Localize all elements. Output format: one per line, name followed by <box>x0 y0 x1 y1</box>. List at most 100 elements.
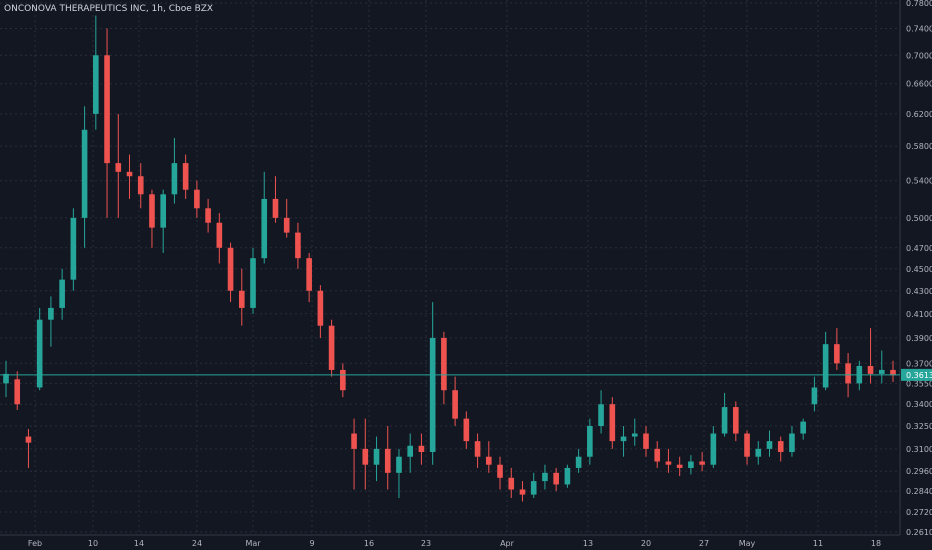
y-tick-label: 0.7800 <box>906 0 932 8</box>
candle-body <box>396 456 402 473</box>
y-tick-label: 0.7400 <box>906 24 932 33</box>
candle-body <box>70 217 77 280</box>
candle-body <box>261 198 268 259</box>
candle-body <box>373 448 380 465</box>
candle-body <box>14 379 21 405</box>
candle-body <box>733 407 739 434</box>
candle-body <box>766 441 773 449</box>
x-tick-label: 13 <box>583 539 593 548</box>
candle-body <box>553 472 559 485</box>
y-tick-label: 0.3700 <box>906 359 932 368</box>
y-tick-label: 0.5000 <box>906 214 932 223</box>
y-tick-label: 0.4700 <box>906 244 932 253</box>
candle-body <box>160 194 166 228</box>
y-tick-label: 0.2960 <box>906 467 932 476</box>
candle-body <box>59 279 65 308</box>
x-tick-label: 24 <box>192 539 202 548</box>
x-tick-label: 18 <box>871 539 881 548</box>
candle-body <box>328 325 335 370</box>
candle-body <box>48 307 54 320</box>
x-tick-label: May <box>739 539 756 548</box>
y-tick-label: 0.4100 <box>906 310 932 319</box>
x-tick-label: 27 <box>699 539 709 548</box>
candle-body <box>834 344 840 364</box>
candle-body <box>643 433 649 449</box>
y-tick-label: 0.3400 <box>906 400 932 409</box>
y-tick-label: 0.5800 <box>906 142 932 151</box>
candle-body <box>171 163 178 195</box>
candle-body <box>93 55 99 114</box>
y-tick-label: 0.3250 <box>906 422 932 431</box>
x-tick-label: 9 <box>309 539 314 548</box>
candle-body <box>283 217 290 233</box>
candle-body <box>800 421 806 434</box>
candle-body <box>485 456 492 465</box>
candle-body <box>126 171 133 177</box>
y-tick-label: 0.6600 <box>906 80 932 89</box>
candle-body <box>654 448 661 462</box>
candle-body <box>205 208 211 223</box>
candle-body <box>710 433 717 465</box>
candle-body <box>721 407 728 434</box>
candle-body <box>564 467 571 485</box>
candle-body <box>878 369 885 374</box>
y-tick-label: 0.2720 <box>906 508 932 517</box>
x-tick-label: 23 <box>421 539 431 548</box>
candle-body <box>867 365 874 374</box>
candle-body <box>104 55 110 164</box>
y-tick-label: 0.2610 <box>906 528 932 537</box>
candle-body <box>463 418 470 442</box>
candle-body <box>609 404 616 442</box>
y-tick-label: 0.5400 <box>906 177 932 186</box>
candle-body <box>665 461 672 465</box>
candle-body <box>429 337 436 452</box>
candle-body <box>272 198 279 218</box>
y-tick-label: 0.7000 <box>906 51 932 60</box>
y-tick-label: 0.3900 <box>906 334 932 343</box>
candle-body <box>250 258 256 308</box>
candle-body <box>351 433 357 449</box>
candle-body <box>36 319 43 388</box>
candle-body <box>598 404 604 427</box>
x-tick-label: Mar <box>245 539 261 548</box>
y-tick-label: 0.6200 <box>906 110 932 119</box>
candle-body <box>620 436 627 442</box>
candle-body <box>441 337 447 391</box>
candle-body <box>530 481 537 495</box>
candle-body <box>115 163 122 172</box>
candle-body <box>755 448 762 457</box>
candle-body <box>306 258 312 291</box>
candle-body <box>238 290 245 308</box>
candle-body <box>789 433 795 452</box>
candle-body <box>182 163 189 190</box>
candle-body <box>508 477 515 490</box>
candle-body <box>194 189 200 209</box>
x-tick-label: 14 <box>134 539 144 548</box>
y-tick-label: 0.3100 <box>906 445 932 454</box>
x-tick-label: 16 <box>364 539 374 548</box>
candle-body <box>137 176 144 195</box>
candle-body <box>845 363 851 384</box>
candle-body <box>777 441 784 452</box>
candle-body <box>3 373 9 384</box>
x-tick-label: Feb <box>28 539 42 548</box>
x-tick-label: 20 <box>641 539 651 548</box>
candle-body <box>452 390 458 419</box>
candle-body <box>295 232 301 259</box>
candle-body <box>149 194 155 228</box>
candle-body <box>699 461 705 465</box>
candle-body <box>542 472 548 482</box>
candle-body <box>676 464 683 468</box>
y-tick-label: 0.4500 <box>906 265 932 274</box>
x-tick-label: 11 <box>813 539 823 548</box>
candle-body <box>418 445 425 452</box>
chart-title: ONCONOVA THERAPEUTICS INC, 1h, Cboe BZX <box>4 4 214 14</box>
candle-body <box>317 290 324 326</box>
candle-body <box>587 426 593 457</box>
candle-body <box>227 247 234 291</box>
x-tick-label: Apr <box>500 539 515 548</box>
candle-body <box>890 369 896 376</box>
candle-body <box>81 129 88 218</box>
current-price-label: 0.3613 <box>906 371 932 380</box>
